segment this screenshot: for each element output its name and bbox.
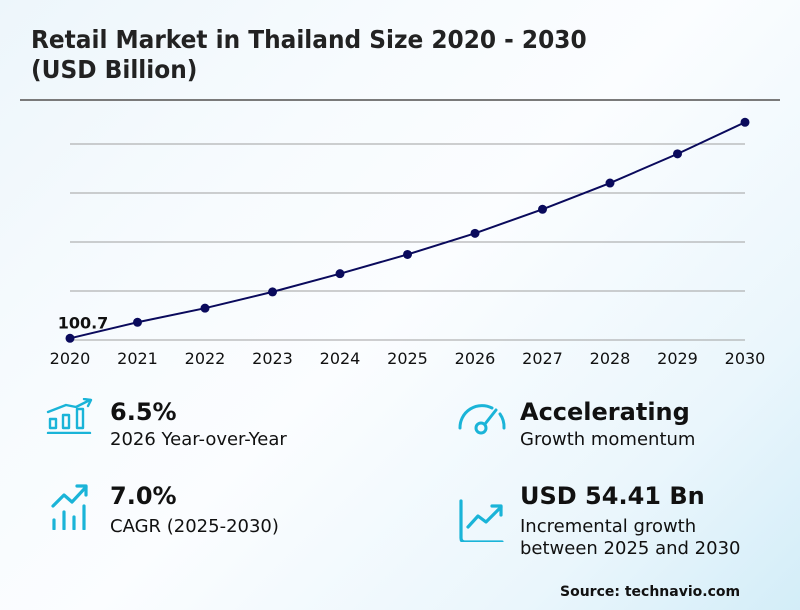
x-axis-label: 2030 [725,349,766,368]
stat-description-line2: between 2025 and 2030 [520,538,741,559]
data-point [538,204,547,214]
source-credit: Source: technavio.com [560,584,741,600]
data-point [673,149,682,159]
x-axis-label: 2021 [117,349,158,368]
x-axis-label: 2020 [50,349,91,368]
data-point [740,117,750,127]
stat-description: CAGR (2025-2030) [110,516,279,537]
trend-up-bars-icon [51,484,88,530]
x-axis-labels: 2020 2021 2022 2023 2024 2025 2026 2027 2028 2029… [50,349,766,368]
data-point [200,303,210,313]
chart-title: Retail Market in Thailand Size 2020 - 20… [31,25,719,85]
chart-gridlines [70,143,745,341]
chart-title-line2: (USD Billion) [31,55,198,84]
x-axis-label: 2029 [657,349,698,368]
stat-description: Growth momentum [520,429,696,450]
stat-description-line1: Incremental growth [520,516,697,537]
stat-value: Accelerating [520,398,690,426]
data-point [133,317,142,327]
gauge-icon [458,404,506,435]
x-axis-label: 2028 [590,349,631,368]
data-point [403,249,412,259]
stat-value: USD 54.41 Bn [520,482,705,510]
x-axis-label: 2024 [320,349,361,368]
data-point [335,269,345,279]
stat-description: 2026 Year-over-Year [110,429,287,450]
data-point [268,287,277,297]
stat-value: 7.0% [110,482,177,510]
chart-title-line1: Retail Market in Thailand Size 2020 - 20… [31,25,587,54]
data-points [65,117,750,343]
x-axis-label: 2027 [522,349,563,368]
data-point [470,228,480,238]
series-line [69,121,746,340]
line-chart: 2020 2021 2022 2023 2024 2025 2026 2027 2028 2029… [50,117,766,368]
line-chart-up-icon [459,499,504,542]
x-axis-label: 2022 [185,349,226,368]
x-axis-label: 2023 [252,349,293,368]
title-divider [20,99,780,101]
x-axis-label: 2026 [455,349,496,368]
x-axis-label: 2025 [387,349,428,368]
bar-chart-growth-icon [46,398,93,434]
stat-value: 6.5% [110,398,177,426]
data-point [605,178,615,188]
data-annotations: 100.7 [58,313,109,332]
data-label: 100.7 [58,313,109,332]
data-point [65,333,75,343]
